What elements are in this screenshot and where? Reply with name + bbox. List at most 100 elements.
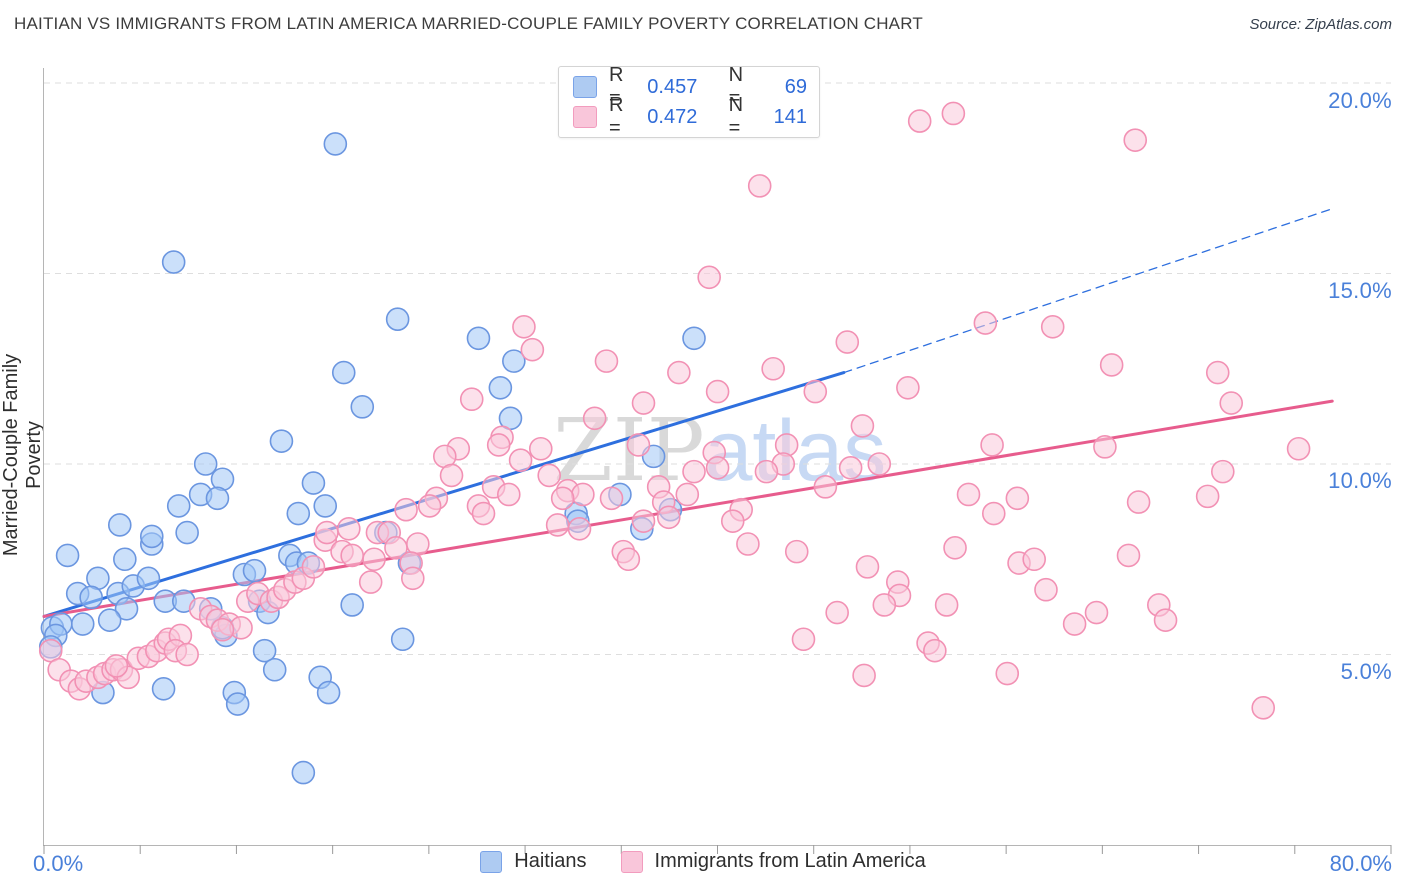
point-latin-america (1251, 696, 1276, 720)
point-latin-america (567, 516, 592, 541)
point-latin-america (1123, 128, 1148, 152)
point-latin-america (337, 516, 361, 541)
point-latin-america (1153, 608, 1178, 633)
point-latin-america (400, 566, 425, 591)
point-haitians (225, 692, 250, 716)
point-latin-america (852, 663, 876, 688)
stats-row-haitians: R = 0.457 N = 69 (573, 64, 808, 109)
point-latin-america (496, 482, 521, 507)
n-label: N = (728, 94, 744, 139)
point-latin-america (705, 379, 730, 404)
point-latin-america (1195, 484, 1220, 509)
haitians-legend-label: Haitians (514, 850, 587, 872)
point-haitians (136, 566, 161, 591)
point-latin-america (1126, 490, 1151, 514)
point-latin-america (850, 414, 875, 438)
point-latin-america (1022, 547, 1046, 572)
point-latin-america (1219, 391, 1244, 415)
point-latin-america (791, 627, 816, 652)
y-tick-label-20: 20.0% (1328, 88, 1392, 113)
x-tick-label-max: 80.0% (1329, 851, 1392, 876)
point-latin-america (528, 436, 553, 461)
point-latin-america (896, 375, 920, 400)
point-latin-america (667, 360, 691, 385)
point-latin-america (582, 406, 607, 431)
point-haitians (269, 429, 294, 453)
source-attribution: Source: ZipAtlas.com (1249, 16, 1392, 33)
point-latin-america (736, 532, 760, 556)
point-haitians (113, 547, 137, 572)
point-latin-america (995, 661, 1020, 686)
point-latin-america (934, 593, 959, 617)
point-latin-america (973, 311, 998, 335)
point-latin-america (301, 555, 326, 579)
y-tick-label-5: 5.0% (1340, 659, 1392, 684)
page-title: HAITIAN VS IMMIGRANTS FROM LATIN AMERICA… (14, 14, 923, 33)
point-latin-america (175, 642, 199, 667)
point-latin-america (459, 387, 484, 412)
point-haitians (323, 132, 348, 156)
point-latin-america (720, 509, 745, 533)
point-latin-america (571, 482, 595, 507)
point-latin-america (599, 486, 624, 511)
r-value-haitians: 0.457 (647, 75, 698, 98)
point-latin-america (1211, 459, 1235, 484)
point-latin-america (362, 547, 386, 572)
point-latin-america (855, 555, 880, 579)
point-latin-america (1093, 435, 1117, 459)
point-haitians (488, 375, 513, 400)
point-latin-america (594, 349, 619, 373)
point-haitians (262, 657, 287, 682)
point-latin-america (315, 520, 339, 545)
haitians-swatch (573, 76, 597, 98)
point-haitians (313, 494, 338, 518)
point-latin-america (774, 433, 799, 457)
point-latin-america (838, 456, 863, 480)
point-haitians (252, 638, 277, 663)
point-latin-america (835, 330, 860, 354)
point-latin-america (545, 513, 570, 537)
point-latin-america (1099, 353, 1124, 377)
point-latin-america (104, 654, 129, 678)
point-haitians (70, 612, 95, 636)
r-value-latin-america: 0.472 (647, 105, 698, 128)
scatter-plot-canvas (38, 82, 1392, 854)
point-latin-america (520, 337, 545, 362)
series-legend: Haitians Immigrants from Latin America (0, 850, 1406, 873)
point-haitians (114, 596, 139, 621)
point-haitians (161, 250, 186, 274)
point-haitians (390, 627, 415, 652)
latin-america-legend-swatch (620, 850, 643, 873)
point-latin-america (980, 433, 1004, 457)
point-latin-america (1205, 360, 1230, 385)
n-label: N = (728, 64, 744, 109)
point-latin-america (340, 543, 364, 568)
point-latin-america (626, 433, 651, 457)
point-haitians (55, 543, 80, 568)
point-latin-america (631, 509, 656, 533)
x-tick-label-min: 0.0% (33, 851, 84, 876)
point-haitians (166, 494, 191, 518)
point-latin-america (471, 501, 496, 526)
point-latin-america (943, 536, 967, 560)
point-latin-america (1084, 600, 1109, 625)
point-latin-america (705, 456, 730, 480)
point-latin-america (813, 475, 838, 499)
n-value-latin-america: 141 (773, 105, 808, 128)
haitians-legend-swatch (480, 850, 503, 873)
point-latin-america (394, 497, 418, 522)
point-haitians (193, 452, 218, 476)
point-latin-america (682, 459, 706, 484)
point-latin-america (358, 570, 383, 594)
point-haitians (466, 326, 491, 351)
n-value-haitians: 69 (784, 75, 808, 98)
point-latin-america (1116, 543, 1141, 568)
legend-item-latin-america: Immigrants from Latin America (620, 850, 926, 873)
stats-row-latin-america: R = 0.472 N = 141 (573, 94, 808, 139)
r-label: R = (609, 94, 624, 139)
point-latin-america (941, 101, 966, 126)
point-latin-america (784, 539, 809, 564)
y-axis-title: Married-Couple Family Poverty (0, 353, 45, 557)
latin-america-legend-label: Immigrants from Latin America (654, 850, 926, 872)
